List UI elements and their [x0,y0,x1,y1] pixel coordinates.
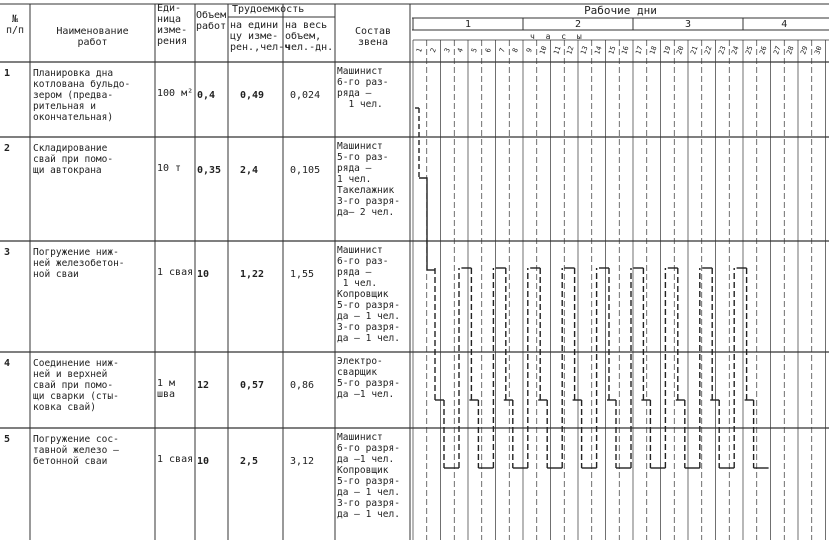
cell-num: 5 [4,434,11,445]
cell-labor-per-unit: 1,22 [240,269,265,280]
cell-labor-total: 0,024 [290,90,321,101]
cell-labor-per-unit: 2,4 [240,165,259,176]
cell-num: 1 [4,68,11,79]
cell-labor-per-unit: 0,57 [240,380,265,391]
cell-name: Соединение ниж- ней и верхней свай при п… [33,358,119,413]
cell-crew: Машинист 6-го раз- ряда – 1 чел. [337,66,389,110]
cell-volume: 10 [197,269,210,280]
cell-unit: 1 свая [157,454,194,465]
cell-labor-total: 0,105 [290,165,321,176]
cell-labor-per-unit: 0,49 [240,90,265,101]
day-label: 2 [574,19,582,30]
cell-crew: Машинист 6-го раз- ряда – 1 чел. Копровщ… [337,245,400,344]
cell-labor-total: 3,12 [290,456,315,467]
header-hours-label: ч а с ы [530,32,585,41]
cell-num: 3 [4,247,11,258]
header-unit: Еди- ница изме- рения [157,3,188,47]
cell-volume: 10 [197,456,210,467]
cell-volume: 12 [197,380,210,391]
cell-num: 4 [4,358,11,369]
header-name: Наименование работ [56,26,129,48]
day-label: 3 [684,19,692,30]
cell-num: 2 [4,143,11,154]
day-label: 4 [781,19,788,30]
cell-name: Складирование свай при помо- щи автокран… [33,143,114,176]
cell-labor-total: 0,86 [290,380,315,391]
cell-crew: Машинист 5-го раз- ряда – 1 чел. Такелаж… [337,141,400,218]
cell-name: Планировка дна котлована бульдо- зером (… [33,68,131,123]
header-labor: Трудоемкость [232,4,305,15]
cell-labor-per-unit: 2,5 [240,456,259,467]
header-num: № п/п [5,14,25,36]
cell-crew: Электро- сварщик 5-го разря- да –1 чел. [337,356,400,400]
cell-unit: 1 м шва [157,378,176,400]
cell-volume: 0,35 [197,165,222,176]
day-label: 1 [464,19,472,30]
cell-name: Погружение ниж- ней железобетон- ной сва… [33,247,125,280]
cell-unit: 1 свая [157,267,194,278]
header-working-days: Рабочие дни [584,4,657,17]
header-crew: Состав звена [354,26,392,48]
header-labor-total: на весь объем, чел.-дн. [285,20,334,53]
header-labor-per-unit: на едини цу изме- рен.,чел-ч [230,20,291,53]
cell-volume: 0,4 [197,90,216,101]
cell-unit: 10 т [157,163,182,174]
cell-crew: Машинист 6-го разря- да –1 чел. Копровщи… [337,432,400,520]
cell-name: Погружение сос- тавной железо – бетонной… [33,434,119,467]
cell-unit: 100 м² [157,88,194,99]
header-volume: Объем работ [196,10,227,32]
schedule-bar-row-2 [419,177,428,270]
cell-labor-total: 1,55 [290,269,315,280]
